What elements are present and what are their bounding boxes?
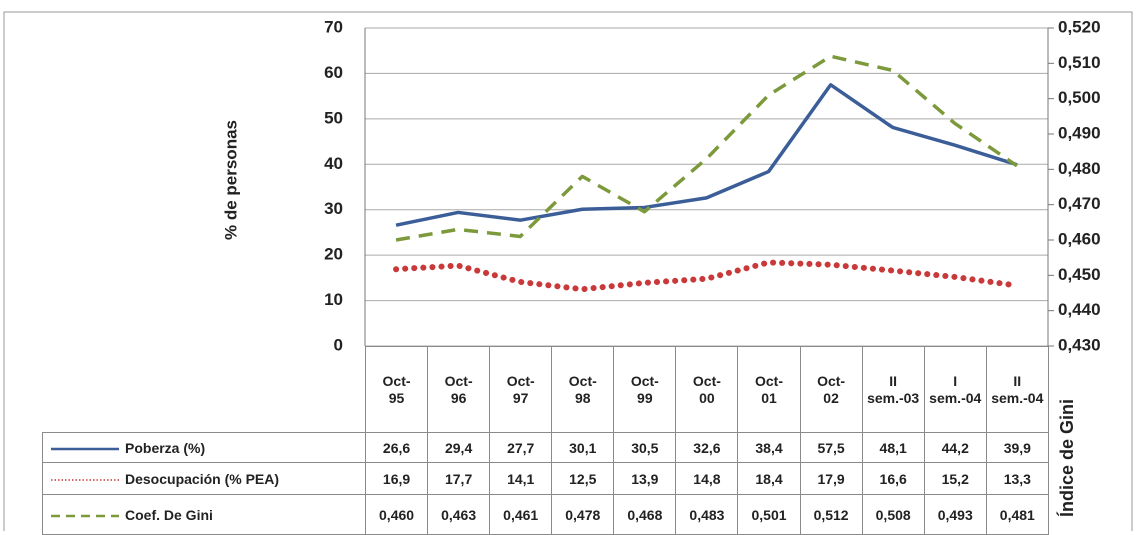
value-cell: 16,6 [861, 462, 925, 495]
y2-tick-label: 0,460 [1058, 229, 1101, 248]
x-tick-label: Oct-02 [817, 372, 846, 406]
value-cell: 30,1 [551, 432, 615, 463]
y2-tick-label: 0,450 [1058, 265, 1101, 284]
value-cell: 38,4 [737, 432, 801, 463]
x-tick-label: Oct-01 [755, 372, 783, 406]
legend-label: Coef. De Gini [125, 506, 213, 523]
value-cell: 14,8 [675, 462, 739, 495]
value-cell: 0,463 [427, 494, 491, 535]
series-line [395, 83, 1018, 227]
y2-tick-label: 0,480 [1058, 159, 1101, 178]
value-cell: 17,9 [799, 462, 863, 495]
x-tick-label: Oct-99 [630, 372, 659, 406]
value-cell: 29,4 [427, 432, 491, 463]
value-cell: 13,9 [613, 462, 677, 495]
legend-cell: Coef. De Gini [42, 494, 366, 535]
value-cell: 0,483 [675, 494, 739, 535]
category-cell: I sem.-04 [923, 346, 987, 433]
value-cell: 0,481 [985, 494, 1049, 535]
value-cell: 0,461 [489, 494, 553, 535]
legend-cell: Desocupación (% PEA) [42, 462, 366, 495]
category-cell: Oct-96 [427, 346, 491, 433]
y2-tick-label: 0,440 [1058, 300, 1101, 319]
legend-swatch [51, 447, 119, 451]
y2-tick-label: 0,510 [1058, 53, 1101, 72]
y-tick-label: 30 [324, 199, 343, 218]
frame [3, 11, 1133, 531]
category-cell: Oct-00 [675, 346, 739, 433]
value-cell: 0,478 [551, 494, 615, 535]
y2-axis-title: Índice de Gini [1056, 399, 1077, 517]
value-cell: 0,493 [923, 494, 987, 535]
value-cell: 16,9 [364, 462, 429, 495]
y2-tick-label: 0,520 [1058, 17, 1101, 36]
y-tick-label: 20 [324, 245, 343, 264]
category-cell: Oct-97 [489, 346, 553, 433]
value-cell: 0,460 [364, 494, 429, 535]
y-tick-label: 60 [324, 63, 343, 82]
category-cell: Oct-99 [613, 346, 677, 433]
value-cell: 48,1 [861, 432, 925, 463]
value-cell: 0,508 [861, 494, 925, 535]
y-tick-label: 10 [324, 290, 343, 309]
blank-cell [43, 347, 366, 433]
category-cell: Oct-98 [551, 346, 615, 433]
value-cell: 30,5 [613, 432, 677, 463]
series-line [393, 259, 1020, 293]
category-cell: II sem.-04 [985, 346, 1049, 433]
y2-tick-label: 0,500 [1058, 88, 1101, 107]
value-cell: 13,3 [985, 462, 1049, 495]
legend-label: Poberza (%) [125, 439, 206, 456]
value-cell: 15,2 [923, 462, 987, 495]
value-cell: 0,468 [613, 494, 677, 535]
category-cell: Oct-02 [799, 346, 863, 433]
legend-label: Desocupación (% PEA) [125, 470, 280, 487]
y2-tick-label: 0,490 [1058, 123, 1101, 142]
legend-swatch [51, 514, 119, 518]
series-row: Desocupación (% PEA) 16,9 17,7 14,1 12,5 13,9… [42, 462, 1049, 495]
value-cell: 18,4 [737, 462, 801, 495]
x-tick-label: I sem.-04 [929, 372, 982, 406]
value-cell: 14,1 [489, 462, 553, 495]
data-table: Oct-95 Oct-96 Oct-97 Oct-98 Oct-99 Oct-00 Oct-… [42, 346, 1049, 535]
value-cell: 57,5 [799, 432, 863, 463]
value-cell: 27,7 [489, 432, 553, 463]
x-tick-label: II sem.-03 [867, 372, 920, 406]
y-tick-label: 50 [324, 108, 343, 127]
x-tick-label: II sem.-04 [991, 372, 1044, 406]
y-axis-title: % de personas [221, 120, 240, 240]
value-cell: 44,2 [923, 432, 987, 463]
x-tick-label: Oct-97 [506, 372, 535, 406]
category-cell: Oct-95 [364, 346, 429, 433]
value-cell: 32,6 [675, 432, 739, 463]
value-cell: 0,512 [799, 494, 863, 535]
x-tick-label: Oct-00 [692, 372, 721, 406]
y-tick-label: 40 [324, 154, 343, 173]
x-tick-label: Oct-96 [444, 372, 473, 406]
value-cell: 12,5 [551, 462, 615, 495]
y2-tick-label: 0,470 [1058, 194, 1101, 213]
value-cell: 39,9 [985, 432, 1049, 463]
y2-tick-label: 0,430 [1058, 335, 1101, 354]
value-cell: 0,501 [737, 494, 801, 535]
x-tick-label: Oct-95 [382, 372, 411, 406]
series-line [395, 54, 1018, 242]
category-cell: Oct-01 [737, 346, 801, 433]
series-row: Poberza (%) 26,6 29,4 27,7 30,1 30,5 32,6 38,4 5… [42, 432, 1049, 463]
y-tick-label: 70 [324, 17, 343, 36]
legend-swatch [51, 479, 119, 481]
category-cell: II sem.-03 [861, 346, 925, 433]
y-tick-label: 0 [334, 335, 343, 354]
value-cell: 26,6 [364, 432, 429, 463]
value-cell: 17,7 [427, 462, 491, 495]
x-tick-label: Oct-98 [568, 372, 597, 406]
legend-cell: Poberza (%) [42, 432, 366, 463]
series-row: Coef. De Gini 0,460 0,463 0,461 0,478 0,468 0,… [42, 494, 1049, 535]
category-row: Oct-95 Oct-96 Oct-97 Oct-98 Oct-99 Oct-00 Oct-… [43, 346, 1049, 433]
